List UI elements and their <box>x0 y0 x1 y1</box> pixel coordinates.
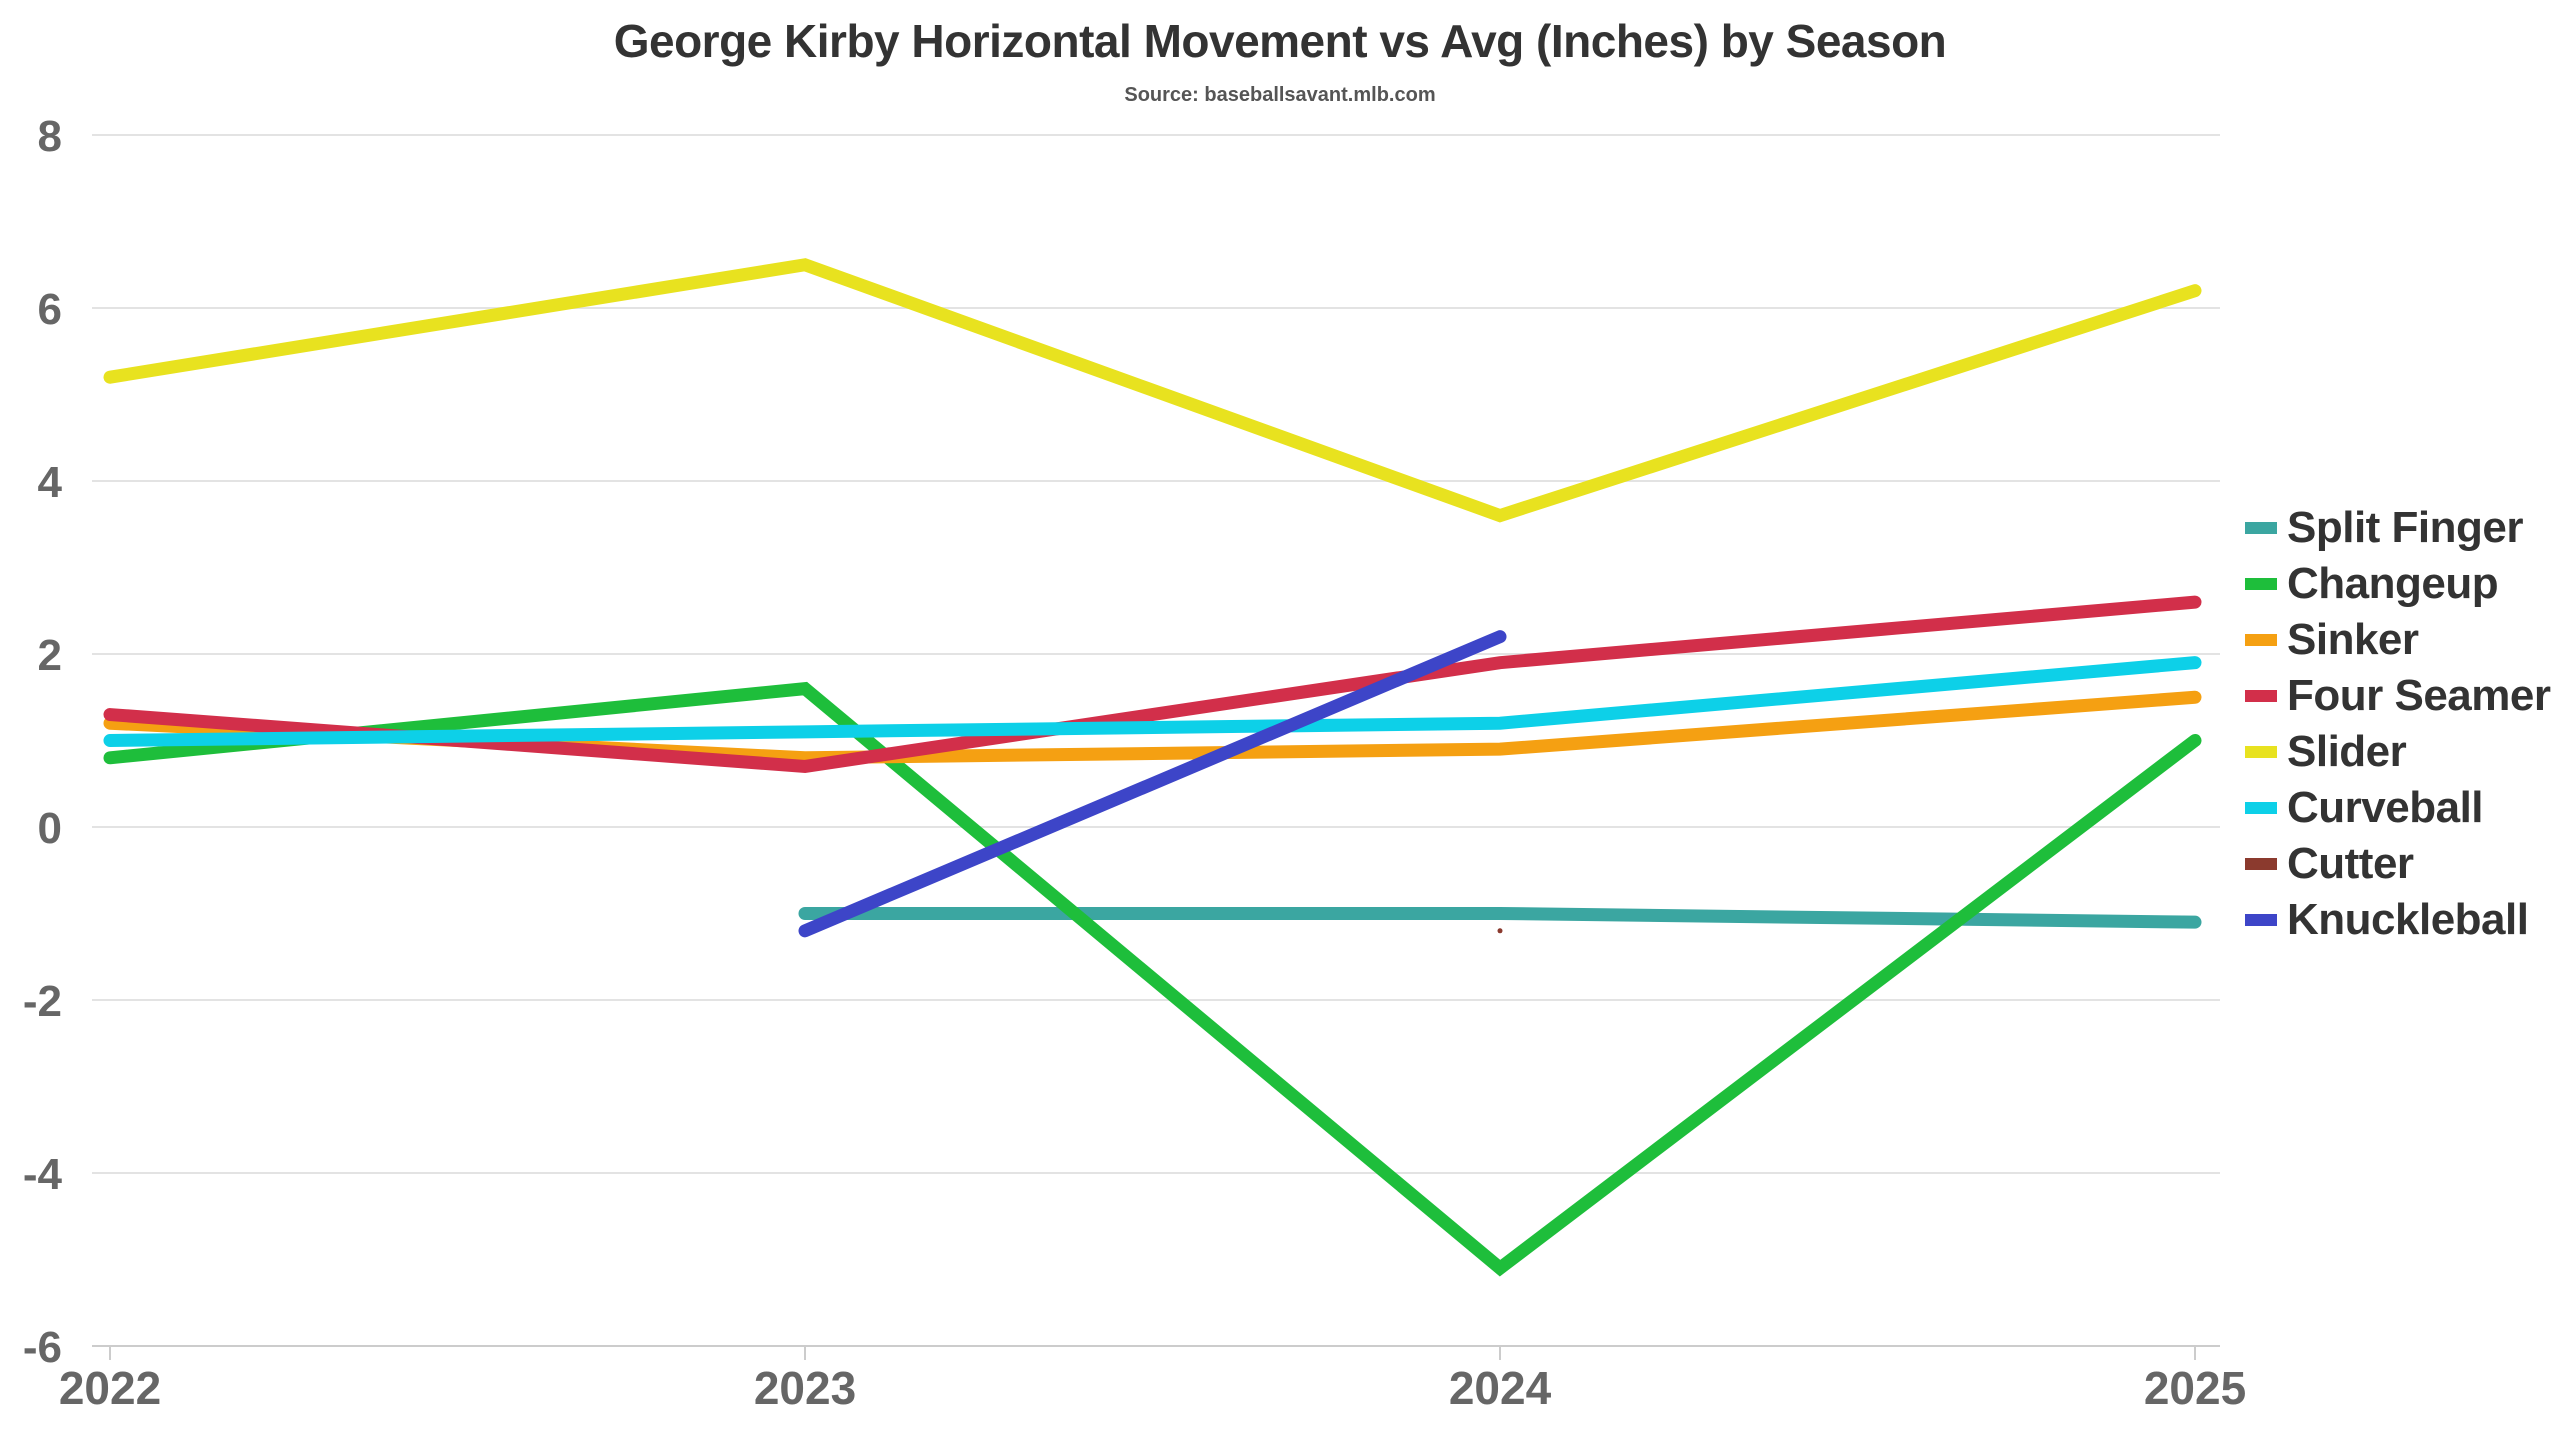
legend-item-curveball: Curveball <box>2245 780 2550 836</box>
series-point-cutter <box>1497 928 1503 934</box>
series-line-slider <box>103 258 2202 523</box>
series-line-changeup <box>103 681 2202 1277</box>
y-tick-label: 2 <box>38 631 62 680</box>
legend-item-slider: Slider <box>2245 724 2550 780</box>
legend-label: Four Seamer <box>2287 671 2551 720</box>
legend-swatch <box>2245 914 2277 926</box>
x-tick-label: 2022 <box>59 1362 161 1414</box>
legend-label: Split Finger <box>2287 503 2524 552</box>
legend-swatch <box>2245 802 2277 814</box>
y-tick-label: 4 <box>38 458 63 507</box>
chart-subtitle: Source: baseballsavant.mlb.com <box>1124 84 1436 106</box>
series-lines <box>103 258 2202 1277</box>
legend-item-split-finger: Split Finger <box>2245 500 2550 556</box>
legend-swatch <box>2245 858 2277 870</box>
legend: Split Finger Changeup Sinker Four Seamer Sli… <box>2245 500 2551 948</box>
y-tick-label: -4 <box>23 1150 63 1199</box>
x-tick-label: 2023 <box>754 1362 856 1414</box>
legend-label: Slider <box>2287 727 2407 776</box>
legend-label: Changeup <box>2287 559 2499 608</box>
y-tick-label: -6 <box>23 1323 62 1372</box>
series-line-curveball <box>103 656 2202 747</box>
axes <box>92 1345 2220 1360</box>
y-tick-label: 0 <box>38 804 62 853</box>
x-tick-label: 2024 <box>1449 1362 1552 1414</box>
gridlines <box>92 134 2220 1174</box>
legend-item-changeup: Changeup <box>2245 556 2550 612</box>
y-tick-label: 6 <box>38 285 62 334</box>
chart-title: George Kirby Horizontal Movement vs Avg … <box>613 15 1947 67</box>
legend-item-sinker: Sinker <box>2245 612 2550 668</box>
legend-item-four-seamer: Four Seamer <box>2245 668 2551 724</box>
y-tick-label: 8 <box>38 112 62 161</box>
x-tick-label: 2025 <box>2144 1362 2245 1414</box>
legend-swatch <box>2245 634 2277 646</box>
series-line-knuckleball <box>798 630 1507 938</box>
legend-label: Sinker <box>2287 615 2419 664</box>
legend-swatch <box>2245 690 2277 702</box>
legend-label: Knuckleball <box>2287 895 2529 944</box>
legend-item-cutter: Cutter <box>2245 836 2550 892</box>
legend-swatch <box>2245 746 2277 758</box>
legend-item-knuckleball: Knuckleball <box>2245 892 2550 948</box>
y-tick-label: -2 <box>23 977 62 1026</box>
legend-label: Curveball <box>2287 783 2484 832</box>
legend-label: Cutter <box>2287 839 2414 888</box>
legend-swatch <box>2245 522 2277 534</box>
legend-swatch <box>2245 578 2277 590</box>
series-line-split-finger <box>798 907 2202 929</box>
